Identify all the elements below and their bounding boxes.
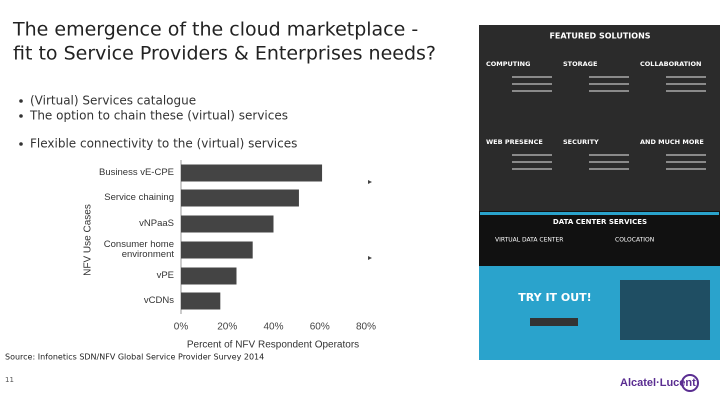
category-label: vCDNs [143,295,174,306]
panel-item: COMPUTING [486,60,530,68]
bullet: Flexible connectivity to the (virtual) s… [30,137,297,151]
x-axis-title: Percent of NFV Respondent Operators [187,340,359,351]
bullet: (Virtual) Services catalogue [30,94,196,108]
panel-text-line [512,168,552,170]
panel-text-line [512,154,552,156]
category-label: vPE [156,270,174,281]
x-tick-label: 40% [263,322,283,333]
category-label: Service chaining [104,192,174,203]
category-label: Consumer home environment [103,239,174,260]
bullet-dot [19,99,23,103]
panel-item: WEB PRESENCE [486,138,543,146]
panel-text-line [512,76,552,78]
bar [181,164,323,182]
y-axis-title: NFV Use Cases [83,204,94,276]
logo-mark [681,374,699,392]
panel-text-line [589,168,629,170]
panel-item: AND MUCH MORE [640,138,704,146]
marker [368,256,372,260]
bar [181,241,253,259]
panel-text-line [589,76,629,78]
x-tick-label: 20% [217,322,237,333]
panel-item: COLLABORATION [640,60,701,68]
dc-item: VIRTUAL DATA CENTER [495,237,563,244]
bullet-dot [19,114,23,118]
panel-text-line [666,90,706,92]
bullet-dot [19,142,23,146]
bar [181,189,299,207]
panel-text-line [666,83,706,85]
page-number: 11 [5,376,14,384]
title-line: fit to Service Providers & Enterprises n… [13,43,436,65]
panel-top [479,25,720,211]
panel-text-line [666,76,706,78]
panel-stripe [480,212,719,215]
bar [181,267,237,285]
x-tick-label: 80% [356,322,376,333]
panel-text-line [512,90,552,92]
panel-cta: TRY IT OUT! [518,291,591,304]
bar [181,292,221,310]
panel-text-line [666,168,706,170]
bar [181,215,274,233]
panel-heading: FEATURED SOLUTIONS [549,32,650,41]
dc-heading: DATA CENTER SERVICES [553,218,647,226]
cta-button [530,318,578,326]
panel-text-line [589,90,629,92]
category-label: vNPaaS [139,218,174,229]
source: Source: Infonetics SDN/NFV Global Servic… [5,353,264,362]
panel-item: SECURITY [563,138,599,146]
bullet: The option to chain these (virtual) serv… [29,109,288,123]
panel-item: STORAGE [563,60,597,68]
panel-text-line [666,154,706,156]
panel-text-line [512,83,552,85]
panel-text-line [512,161,552,163]
marker [368,180,372,184]
category-label: Business vE-CPE [99,167,174,178]
panel-text-line [589,83,629,85]
x-tick-label: 60% [310,322,330,333]
panel-text-line [589,154,629,156]
logo: Alcatel·Lucent [620,377,696,389]
title-line: The emergence of the cloud marketplace - [12,19,418,41]
panel-device [620,280,710,340]
panel-text-line [666,161,706,163]
panel-text-line [589,161,629,163]
x-tick-label: 0% [174,322,189,333]
dc-item: COLOCATION [615,237,654,244]
panel-dc [479,211,720,266]
